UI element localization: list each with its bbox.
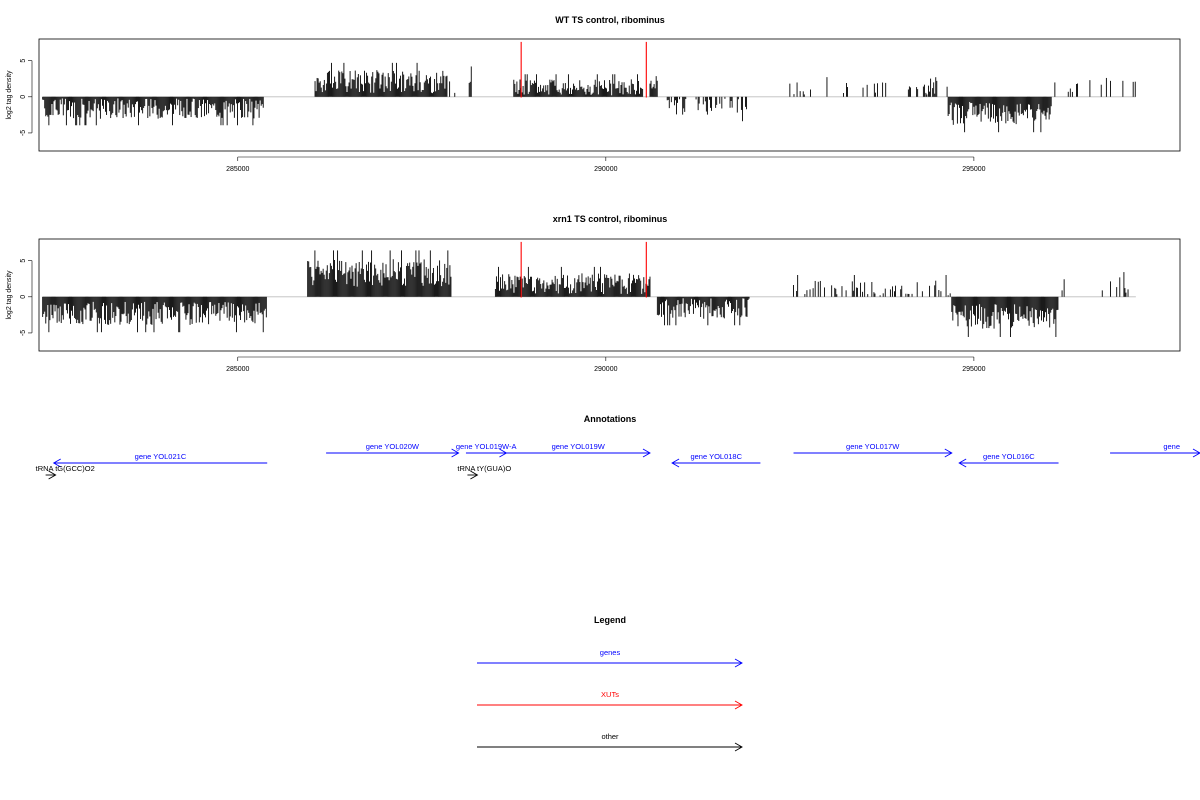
legend-label: other [601, 732, 619, 741]
legend-item: genes [477, 648, 743, 668]
feature-label: gene YOL018C [690, 452, 742, 461]
xrn1-y-axis: -5 0 5 [20, 259, 33, 336]
wt-y-axis-label: log2 tag density [6, 70, 13, 120]
arrow-head [734, 658, 743, 668]
legend-items: genes XUTs other [477, 648, 743, 752]
legend-title: Legend [594, 615, 626, 625]
annotation-features: gene YOL021C tRNA tG(GCC)O2 gene YOL020W ge… [36, 442, 1200, 480]
xrn1-panel: xrn1 TS control, ribominus -5 0 5 285000 29… [6, 214, 1181, 373]
y-tick-label: 5 [20, 259, 27, 263]
x-tick-label: 285000 [226, 366, 249, 373]
xrn1-panel-title: xrn1 TS control, ribominus [553, 214, 668, 224]
annotation-feature: gene YOL019W [506, 442, 651, 458]
y-tick-label: 0 [20, 295, 27, 299]
arrow-head [1192, 448, 1200, 458]
wt-y-axis: -5 0 5 [20, 59, 33, 136]
legend-item: other [477, 732, 743, 752]
x-tick-label: 290000 [594, 366, 617, 373]
wt-plot-frame [38, 38, 1181, 152]
feature-label: gene YOL016C [983, 452, 1035, 461]
annotation-feature: gene [1110, 442, 1200, 458]
arrow-head [671, 458, 680, 468]
wt-panel: WT TS control, ribominus -5 0 5 285000 2900… [6, 15, 1181, 173]
arrow-head [642, 448, 651, 458]
feature-label: tRNA tY(GUA)O [457, 464, 511, 473]
annotation-feature: gene YOL019W-A [456, 442, 517, 458]
arrow-head [451, 448, 460, 458]
feature-label: gene YOL021C [135, 452, 187, 461]
feature-label: gene YOL017W [846, 442, 900, 451]
annotation-feature: gene YOL017W [793, 442, 953, 458]
xrn1-y-axis-label: log2 tag density [6, 270, 13, 320]
wt-panel-title: WT TS control, ribominus [555, 15, 665, 25]
arrow-head [734, 742, 743, 752]
annotation-feature: tRNA tG(GCC)O2 [36, 464, 95, 480]
feature-label: gene [1163, 442, 1180, 451]
xrn1-plot-frame [38, 238, 1181, 352]
x-tick-label: 290000 [594, 166, 617, 173]
feature-label: gene YOL019W-A [456, 442, 517, 451]
y-tick-label: -5 [20, 330, 27, 336]
x-tick-label: 295000 [962, 366, 985, 373]
annotation-feature: gene YOL021C [52, 452, 268, 468]
wt-x-axis: 285000 290000 295000 [226, 156, 986, 173]
y-tick-label: 5 [20, 59, 27, 63]
arrow-head [470, 470, 479, 480]
arrow-head [958, 458, 967, 468]
y-tick-label: 0 [20, 95, 27, 99]
annotation-feature: gene YOL020W [326, 442, 460, 458]
arrow-head [52, 458, 61, 468]
feature-label: gene YOL019W [552, 442, 606, 451]
feature-label: gene YOL020W [366, 442, 420, 451]
annotation-feature: gene YOL016C [958, 452, 1059, 468]
feature-label: tRNA tG(GCC)O2 [36, 464, 95, 473]
x-tick-label: 295000 [962, 166, 985, 173]
legend-item: XUTs [477, 690, 743, 710]
annotations-title: Annotations [584, 414, 637, 424]
x-tick-label: 285000 [226, 166, 249, 173]
arrow-head [48, 470, 57, 480]
y-tick-label: -5 [20, 130, 27, 136]
wt-data-layer [42, 41, 1136, 133]
annotation-feature: gene YOL018C [671, 452, 761, 468]
legend-label: XUTs [601, 690, 619, 699]
xrn1-x-axis: 285000 290000 295000 [226, 356, 986, 373]
annotation-feature: tRNA tY(GUA)O [457, 464, 511, 480]
legend-panel: Legend genes XUTs other [477, 615, 743, 752]
legend-label: genes [600, 648, 621, 657]
arrow-head [944, 448, 953, 458]
arrow-head [734, 700, 743, 710]
xrn1-data-layer [42, 241, 1136, 337]
